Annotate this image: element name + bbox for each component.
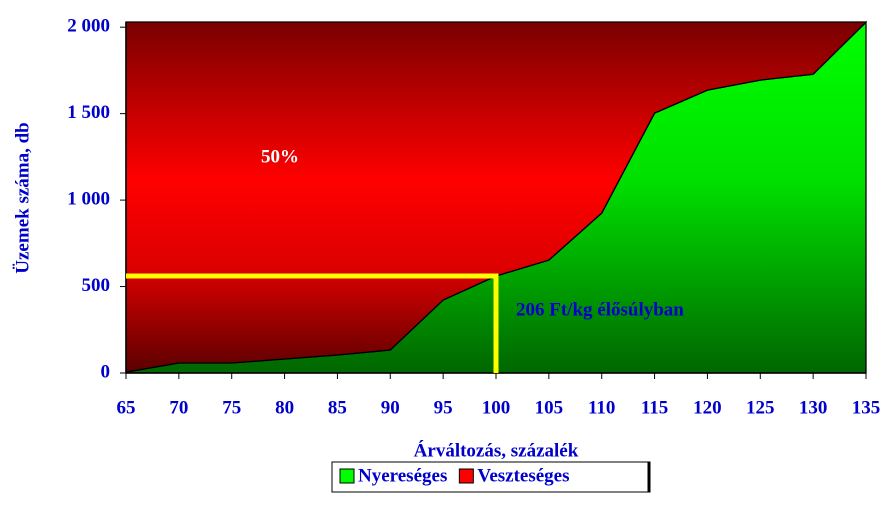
x-tick-label: 105	[535, 397, 564, 418]
legend-label: Nyereséges	[358, 465, 447, 486]
y-tick-label: 500	[82, 275, 111, 296]
x-tick-label: 90	[381, 397, 400, 418]
x-tick-label: 115	[641, 397, 668, 418]
x-tick-label: 110	[588, 397, 615, 418]
x-tick-label: 120	[693, 397, 722, 418]
reference-line	[126, 273, 499, 373]
x-tick-label: 75	[222, 397, 241, 418]
legend: Nyereséges Veszteséges	[331, 461, 651, 493]
x-tick-label: 130	[799, 397, 828, 418]
legend-box	[331, 461, 651, 493]
y-tick-label: 2 000	[67, 16, 110, 37]
y-tick-label: 0	[101, 361, 111, 382]
annotation: 206 Ft/kg élősúlyban	[516, 299, 684, 320]
legend-swatch	[339, 468, 355, 484]
x-tick-label: 65	[117, 397, 136, 418]
x-tick-label: 125	[746, 397, 775, 418]
x-tick-label: 80	[275, 397, 294, 418]
annotation: 50%	[261, 146, 299, 167]
x-tick-label: 70	[169, 397, 188, 418]
y-tick-label: 1 500	[67, 102, 110, 123]
legend-swatch	[458, 468, 474, 484]
x-axis-label: Árváltozás, százalék	[414, 439, 579, 461]
x-tick-label: 85	[328, 397, 347, 418]
legend-label: Veszteséges	[477, 465, 569, 486]
x-tick-label: 95	[434, 397, 453, 418]
x-tick-label: 100	[482, 397, 511, 418]
area	[125, 21, 867, 373]
y-tick-label: 1 000	[67, 188, 110, 209]
y-axis-label: Üzemek száma, db	[12, 122, 33, 273]
x-tick-label: 135	[852, 397, 881, 418]
